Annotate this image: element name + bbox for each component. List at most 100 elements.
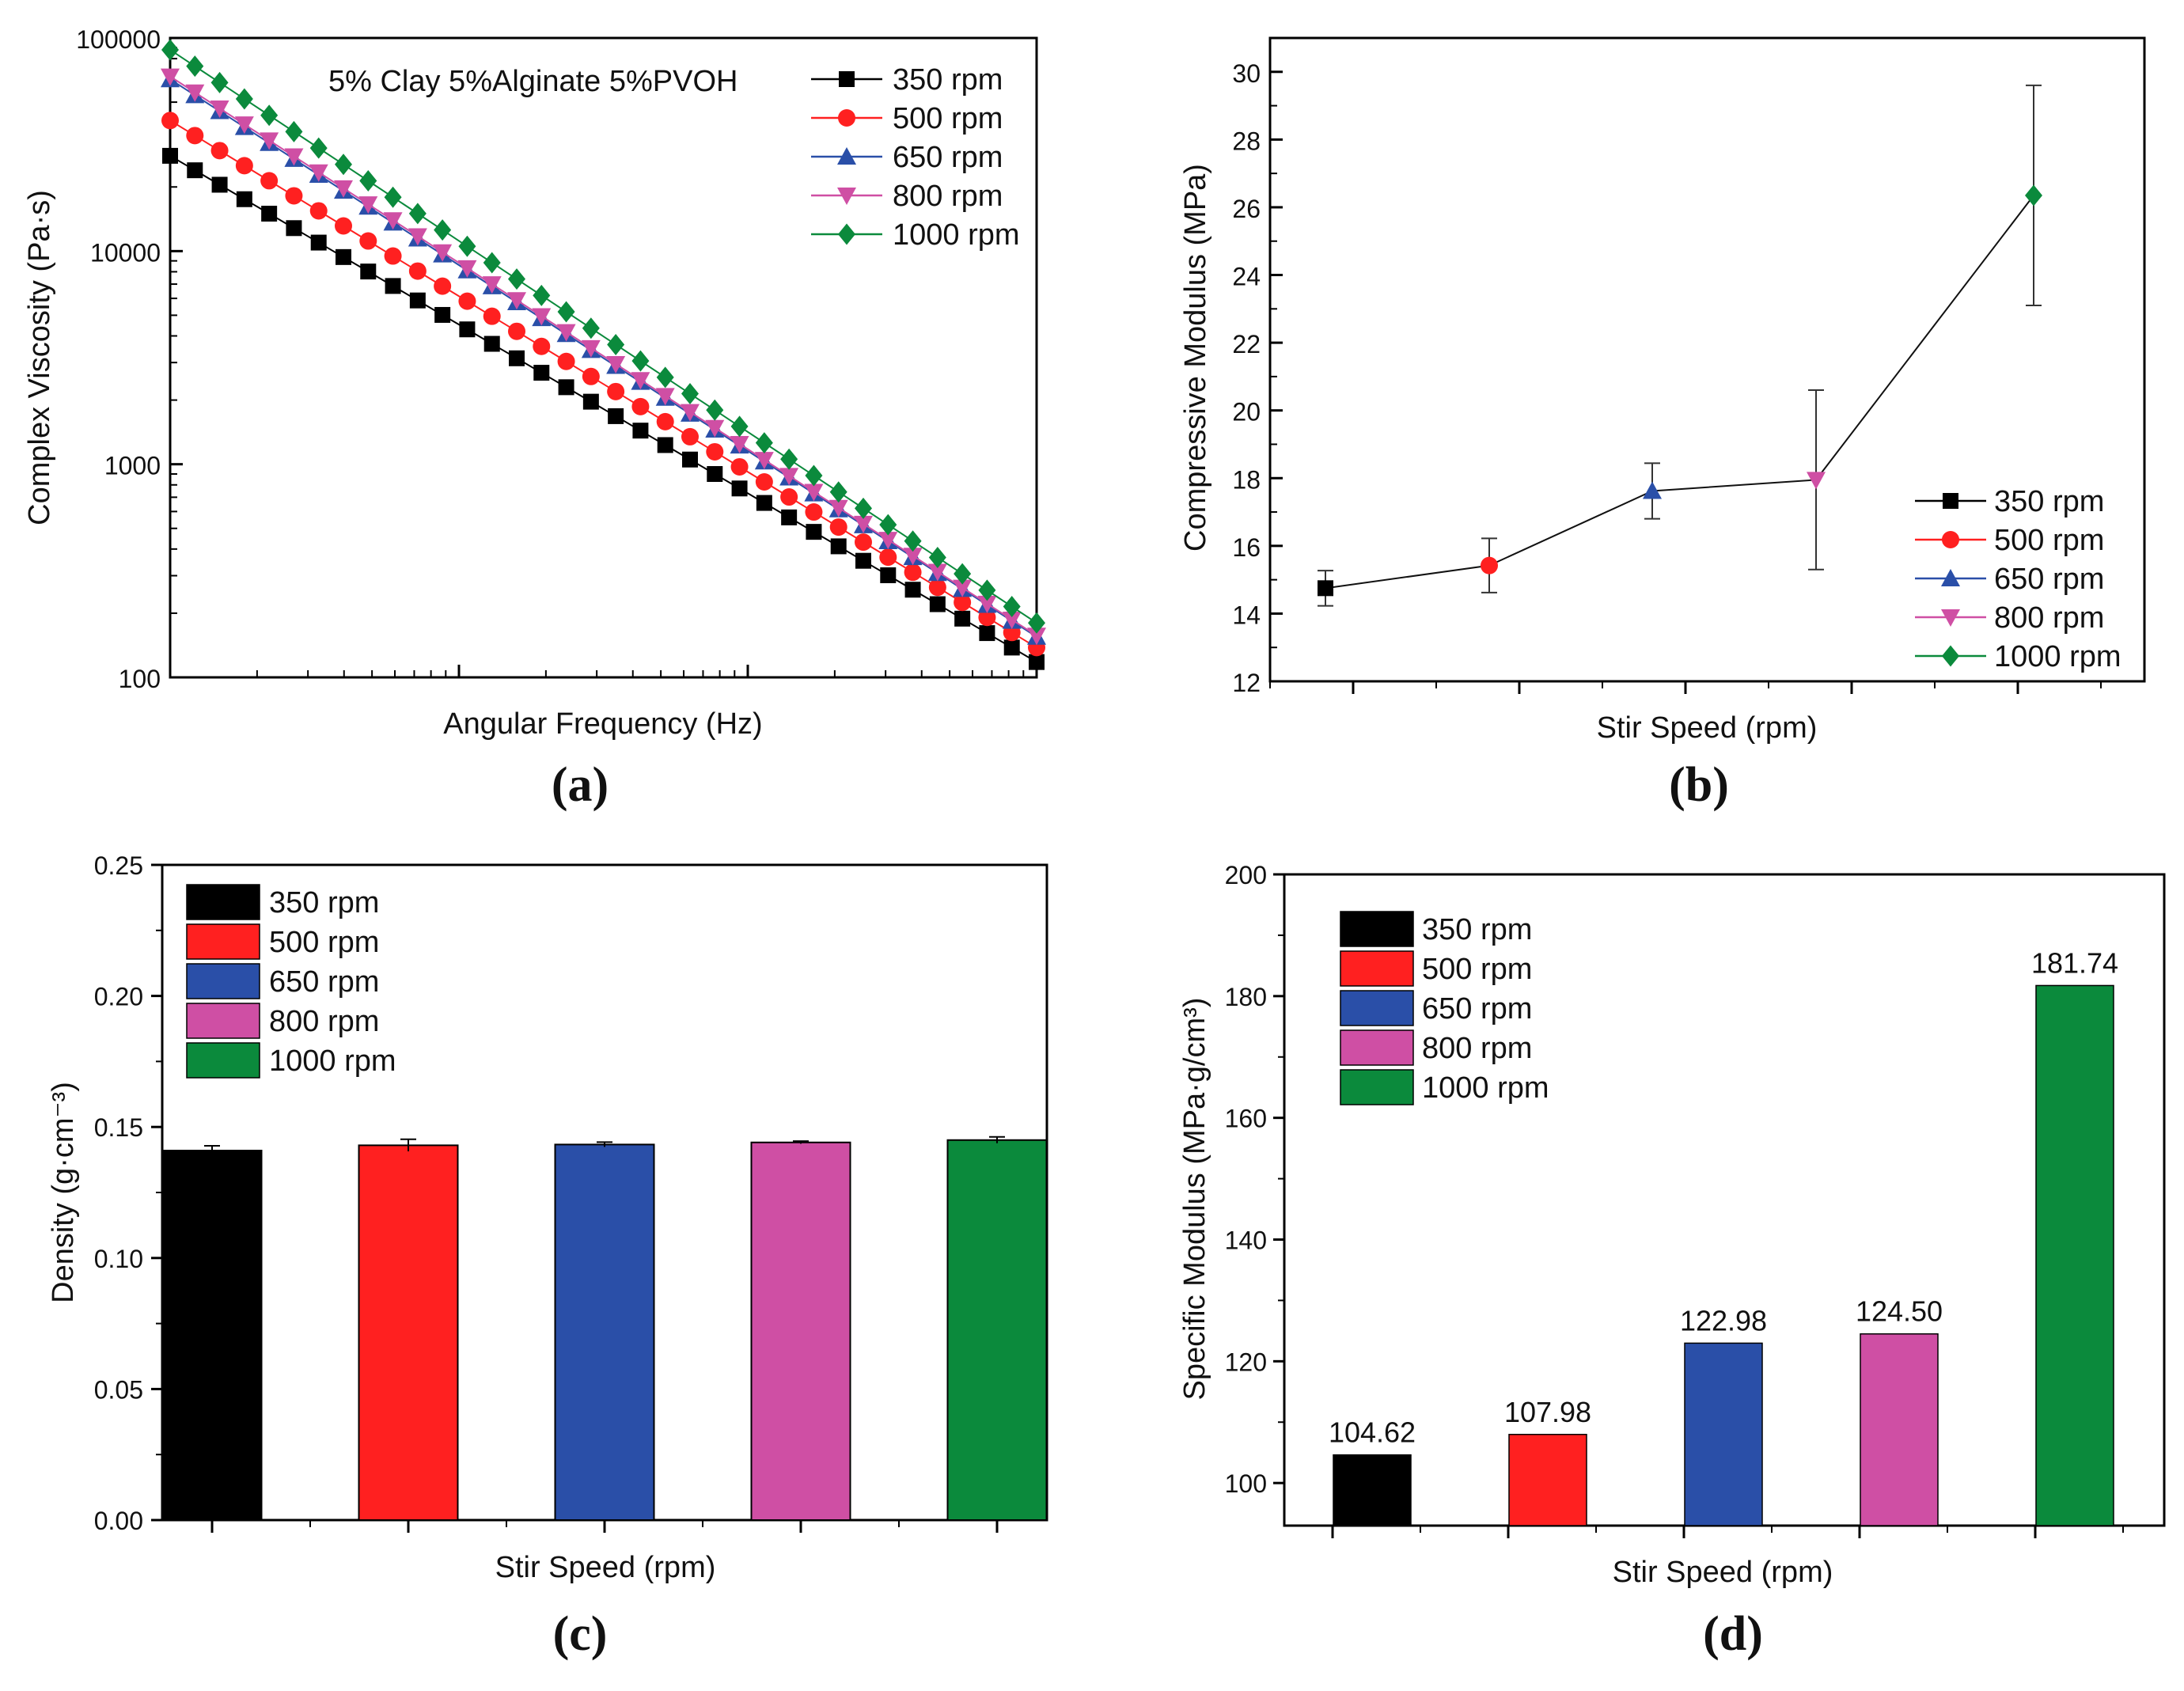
legend-label: 650 rpm (269, 965, 379, 999)
legend-marker (1942, 531, 1959, 548)
legend-swatch (1340, 911, 1414, 947)
y-tick-label: 28 (1232, 127, 1261, 155)
bar-350-rpm (161, 1150, 263, 1522)
data-point (928, 546, 946, 568)
data-point (309, 164, 328, 182)
legend-label: 1000 rpm (893, 218, 1020, 252)
data-point (260, 132, 279, 150)
data-point (408, 228, 427, 246)
legend-label: 500 rpm (1994, 524, 2104, 557)
data-point (953, 579, 973, 597)
data-point (1003, 596, 1021, 618)
data-point (507, 292, 526, 310)
data-point (804, 483, 824, 502)
y-ticks-a: 100 1000 10000 100000 (76, 25, 183, 693)
bar-800-rpm (750, 1141, 851, 1522)
legend-c: 350 rpm 500 rpm 650 rpm 800 rpm 1000 rpm (186, 884, 396, 1079)
data-point (977, 595, 997, 613)
data-point (483, 336, 500, 352)
data-point (186, 127, 204, 145)
data-point (954, 563, 972, 585)
data-point (581, 339, 601, 358)
legend-swatch (1340, 990, 1414, 1026)
data-point (706, 442, 724, 461)
data-point (730, 415, 749, 438)
panel-label-d: (d) (1703, 1607, 1763, 1661)
data-point (854, 515, 873, 533)
x-axis-label-a: Angular Frequency (Hz) (443, 707, 762, 741)
panel-label-a: (a) (552, 758, 609, 812)
legend-swatch (186, 1042, 260, 1079)
legend-label: 650 rpm (893, 141, 1003, 174)
data-point (731, 480, 748, 497)
data-point (458, 292, 476, 310)
data-point (384, 247, 402, 265)
bar-650-rpm (1684, 1342, 1763, 1526)
y-axis-label-b: Compressive Modulus (MPa) (1179, 164, 1212, 552)
legend-label: 650 rpm (1422, 992, 1532, 1026)
data-point (880, 567, 897, 583)
legend-label: 800 rpm (893, 180, 1003, 213)
bar-800-rpm (1860, 1333, 1939, 1526)
data-point (210, 71, 229, 93)
chart-annotation-a: 5% Clay 5%Alginate 5%PVOH (328, 65, 737, 98)
data-point (434, 277, 452, 295)
x-ticks-b (1269, 681, 2102, 694)
y-tick-label: 22 (1232, 330, 1261, 358)
data-point (334, 180, 353, 198)
data-point (730, 435, 749, 453)
y-tick-label: 1000 (104, 452, 161, 480)
data-point (904, 563, 922, 582)
legend-marker (1943, 493, 1958, 509)
data-point (309, 137, 328, 159)
legend-label: 500 rpm (893, 102, 1003, 135)
chart-panel-c: Stir Speed (rpm) Density (g·cm⁻³) (c) 0.… (47, 851, 1048, 1661)
chart-panel-d: Stir Speed (rpm) Specific Modulus (MPa·g… (1178, 861, 2166, 1661)
data-point (730, 457, 749, 476)
data-point (607, 333, 625, 355)
legend-label: 1000 rpm (1422, 1071, 1549, 1105)
data-point (755, 473, 773, 491)
data-point (829, 481, 847, 503)
y-axis-label-c: Density (g·cm⁻³) (47, 1082, 80, 1303)
legend-marker (837, 147, 856, 165)
y-tick-label: 0.15 (94, 1113, 143, 1142)
data-point (608, 408, 624, 424)
legend-label: 350 rpm (1422, 913, 1532, 946)
data-point (285, 187, 303, 205)
data-point (309, 202, 328, 220)
data-point (879, 548, 897, 567)
data-point (335, 154, 352, 176)
data-point (509, 350, 525, 366)
data-label: 107.98 (1504, 1396, 1591, 1428)
data-point (457, 260, 477, 278)
data-point (408, 262, 427, 280)
data-point (359, 170, 377, 192)
data-point (928, 578, 946, 597)
data-point (631, 372, 650, 390)
data-point (755, 432, 773, 454)
data-point (557, 301, 575, 323)
data-point (558, 379, 574, 396)
data-point (754, 452, 774, 470)
data-point (929, 596, 946, 612)
legend-marker (1942, 645, 1959, 667)
data-point (360, 264, 377, 280)
data-point (310, 234, 327, 251)
legend-label: 350 rpm (269, 886, 379, 919)
data-point (878, 532, 898, 550)
bar-650-rpm (554, 1143, 655, 1521)
data-point (706, 399, 724, 421)
data-point-1000-rpm (2025, 184, 2042, 207)
chart-panel-a: 5% Clay 5%Alginate 5%PVOH Angular Freque… (23, 25, 1046, 812)
y-tick-label: 12 (1232, 669, 1261, 697)
legend-label: 500 rpm (269, 926, 379, 959)
data-point (830, 538, 847, 555)
data-marks-d: 104.62 107.98 122.98 124.50 181.74 (1329, 946, 2118, 1526)
y-tick-label: 160 (1225, 1105, 1267, 1133)
data-point (978, 609, 996, 627)
y-tick-label: 140 (1225, 1226, 1267, 1254)
legend-label: 800 rpm (1994, 601, 2104, 635)
data-point (954, 610, 971, 627)
data-point (186, 55, 204, 78)
